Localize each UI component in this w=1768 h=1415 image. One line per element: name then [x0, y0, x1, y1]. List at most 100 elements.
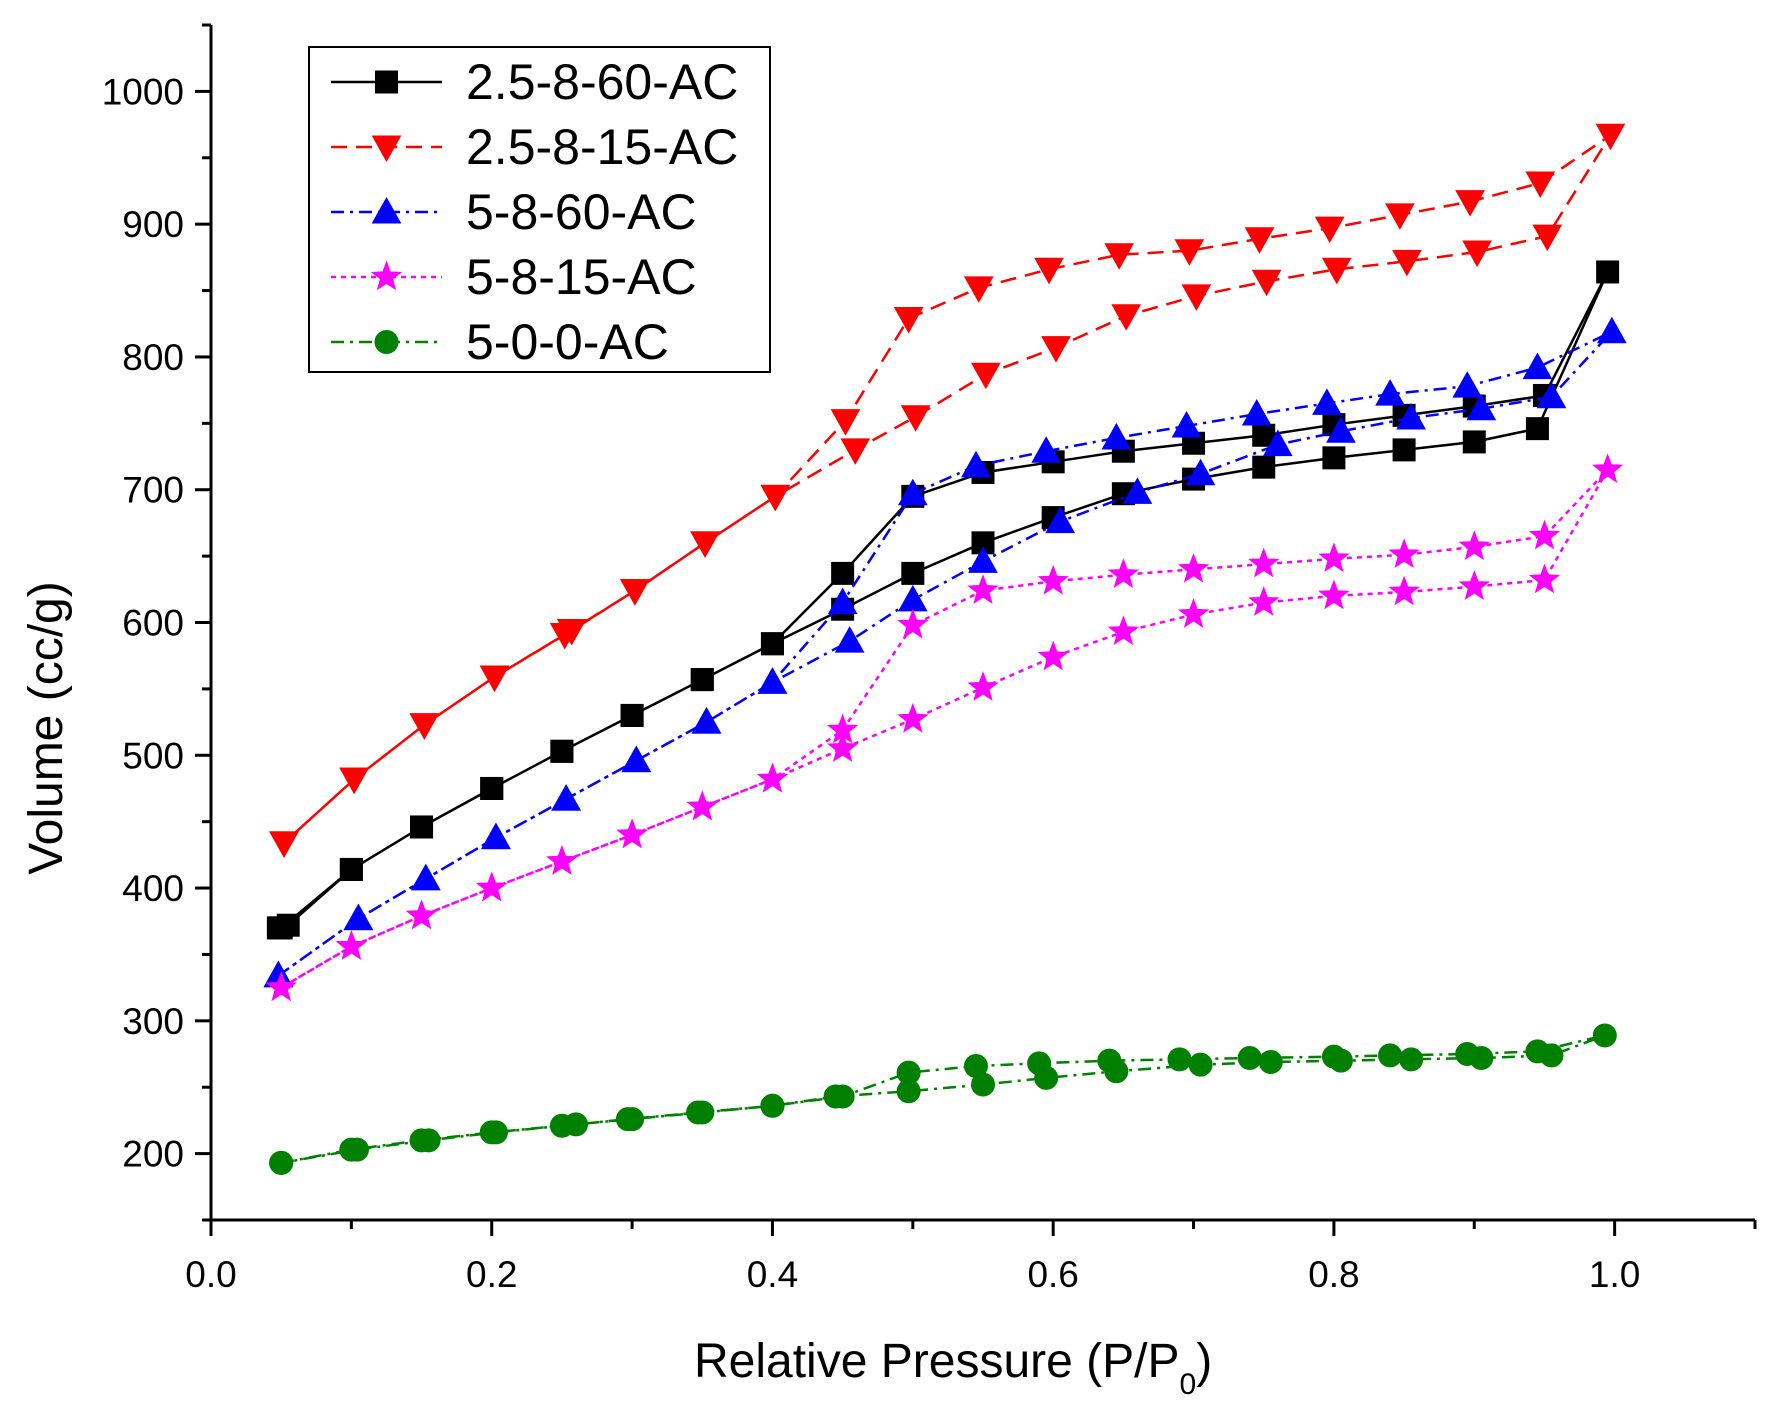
legend-label: 5-0-0-AC	[466, 314, 669, 370]
data-point	[830, 409, 861, 436]
data-point	[1167, 1047, 1192, 1072]
data-point	[1031, 436, 1062, 463]
x-ticks: 0.0 0.2 0.4 0.6 0.8 1.0	[185, 1220, 1757, 1295]
legend-swatch-marker	[374, 330, 399, 354]
y-ticks: 200 300 400 500 600 700 800 900 1000	[102, 23, 211, 1222]
data-point	[1312, 388, 1342, 415]
data-point	[405, 899, 438, 930]
data-point	[1037, 640, 1069, 671]
legend-label: 2.5-8-15-AC	[466, 119, 738, 175]
y-tick-label: 500	[122, 735, 184, 776]
y-tick-label: 800	[122, 337, 184, 378]
data-point	[265, 971, 297, 1001]
data-point	[1396, 402, 1426, 430]
data-point	[479, 665, 510, 692]
data-point	[827, 732, 859, 762]
x-tick-label: 1.0	[1589, 1254, 1640, 1295]
data-point	[483, 1120, 508, 1145]
data-point	[480, 776, 504, 800]
data-point	[1536, 381, 1567, 409]
x-tick-label: 0.0	[185, 1254, 236, 1295]
data-point	[616, 818, 648, 849]
data-point	[620, 579, 650, 606]
data-point	[690, 531, 720, 558]
data-point	[1539, 1043, 1564, 1068]
data-point	[963, 276, 994, 303]
data-point	[1322, 446, 1346, 470]
data-point	[1596, 260, 1620, 284]
data-point	[1522, 352, 1553, 380]
data-point	[760, 484, 791, 512]
data-point	[409, 713, 440, 740]
data-point	[1525, 171, 1556, 199]
data-point	[1318, 579, 1350, 610]
data-point	[1314, 216, 1345, 244]
data-point	[410, 815, 434, 839]
y-tick-label: 300	[122, 1001, 184, 1042]
data-point	[827, 587, 858, 615]
data-point	[1466, 393, 1497, 421]
data-point	[1262, 429, 1293, 457]
data-point	[1528, 563, 1561, 594]
data-point	[760, 1093, 785, 1118]
data-point	[690, 668, 714, 692]
data-point	[1104, 243, 1135, 270]
data-point	[1237, 1046, 1262, 1071]
x-tick-label: 0.6	[1027, 1254, 1078, 1295]
data-point	[476, 871, 508, 902]
data-point	[831, 561, 855, 585]
data-point	[1326, 416, 1356, 443]
legend-swatch-marker	[375, 70, 398, 94]
series-line	[280, 468, 1609, 989]
data-point	[897, 608, 929, 639]
series-5-8-60-AC	[263, 316, 1627, 988]
data-point	[1241, 399, 1272, 426]
y-tick-label: 700	[122, 470, 184, 511]
data-point	[1248, 586, 1280, 616]
data-point	[1595, 123, 1626, 151]
data-point	[967, 671, 999, 701]
data-point	[1328, 1048, 1353, 1073]
data-point	[266, 916, 290, 940]
data-point	[686, 1100, 711, 1125]
data-point	[757, 667, 788, 694]
legend: 2.5-8-60-AC 2.5-8-15-AC 5-8-60-AC 5-8-15-AC…	[308, 46, 771, 373]
data-point	[840, 438, 871, 465]
data-point	[1525, 417, 1549, 441]
series-5-0-0-AC	[269, 1023, 1617, 1175]
data-point	[1034, 257, 1064, 285]
data-point	[686, 790, 718, 821]
data-point	[901, 561, 925, 585]
data-point	[1171, 410, 1202, 438]
data-point	[1034, 1065, 1059, 1090]
data-point	[1455, 190, 1485, 217]
data-point	[1107, 558, 1139, 588]
data-point	[269, 1150, 294, 1175]
data-point	[1399, 1047, 1424, 1072]
legend-label: 5-8-15-AC	[466, 249, 697, 305]
data-point	[967, 574, 999, 604]
data-point	[897, 702, 929, 733]
legend-label: 5-8-60-AC	[466, 184, 697, 240]
data-point	[1378, 1043, 1403, 1068]
data-point	[1104, 1059, 1129, 1084]
data-point	[410, 863, 441, 891]
data-point	[1458, 530, 1490, 561]
data-point	[550, 739, 574, 763]
data-point	[339, 767, 370, 795]
y-tick-label: 200	[122, 1134, 184, 1175]
data-point	[563, 1112, 588, 1137]
y-tick-label: 400	[122, 868, 184, 909]
series-2.5-8-15-AC	[269, 123, 1626, 858]
data-point	[416, 1128, 441, 1153]
data-point	[961, 450, 991, 478]
data-point	[269, 831, 299, 858]
data-point	[1469, 1046, 1494, 1071]
data-point	[1592, 453, 1624, 484]
data-point	[621, 745, 652, 773]
data-point	[893, 306, 924, 334]
data-point	[1177, 598, 1210, 628]
data-point	[1258, 1049, 1283, 1074]
data-point	[968, 546, 998, 573]
data-point	[1107, 615, 1139, 646]
